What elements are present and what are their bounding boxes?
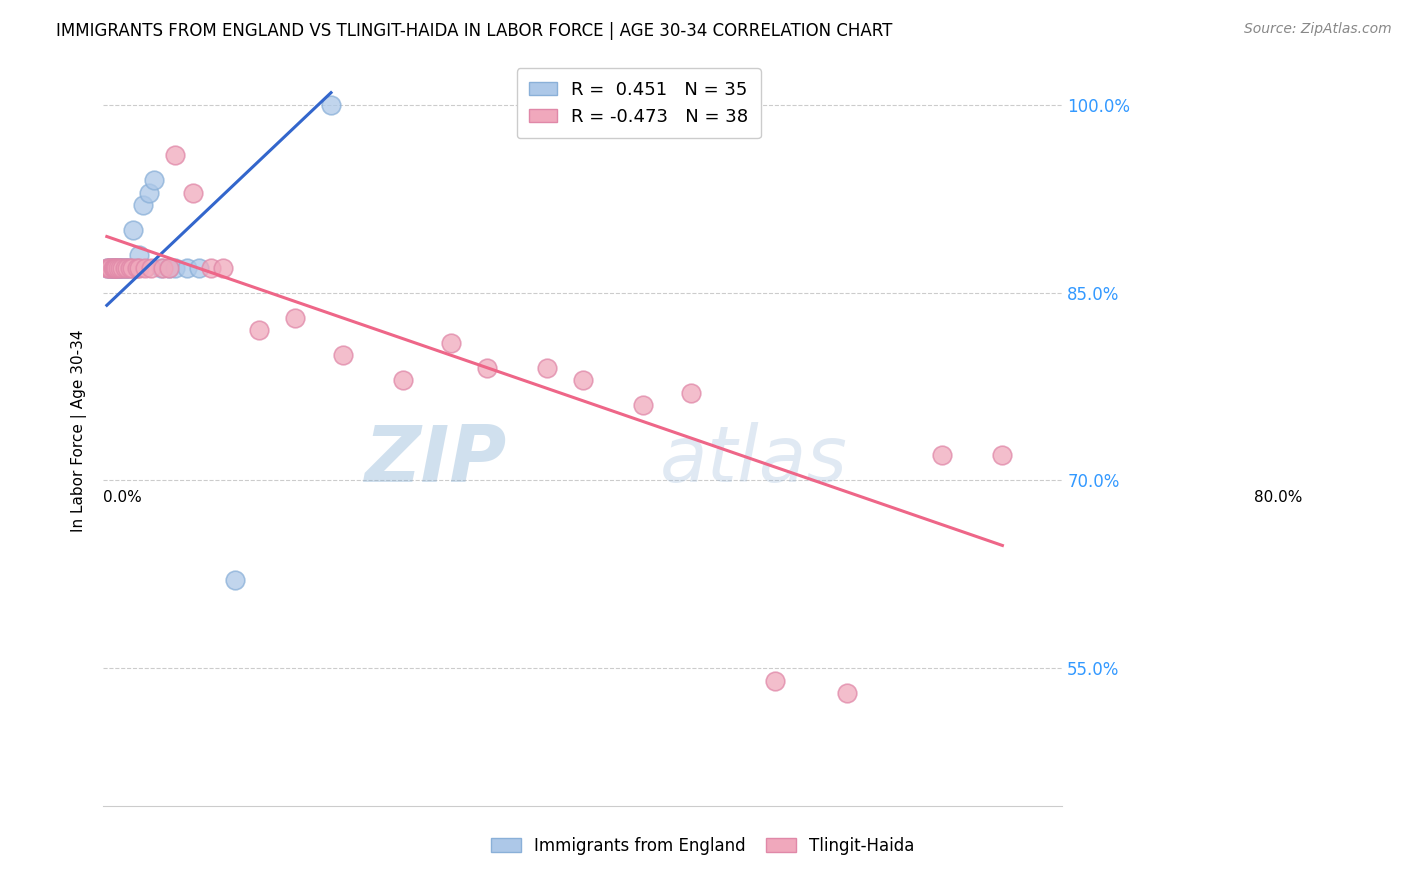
Point <box>176 260 198 275</box>
Point <box>763 673 786 688</box>
Point <box>224 574 246 588</box>
Point <box>149 260 172 275</box>
Point <box>107 260 129 275</box>
Point <box>440 335 463 350</box>
Point <box>108 260 131 275</box>
Point <box>212 260 235 275</box>
Point <box>100 260 122 275</box>
Text: 80.0%: 80.0% <box>1254 491 1302 506</box>
Point <box>122 223 145 237</box>
Point <box>319 98 342 112</box>
Point <box>105 260 128 275</box>
Point <box>679 385 702 400</box>
Text: atlas: atlas <box>659 423 848 499</box>
Point <box>124 260 146 275</box>
Point <box>142 173 165 187</box>
Point <box>152 260 174 275</box>
Point <box>631 398 654 412</box>
Point <box>107 260 129 275</box>
Point <box>188 260 211 275</box>
Point <box>247 323 270 337</box>
Point <box>108 260 131 275</box>
Point <box>571 373 593 387</box>
Point <box>141 260 163 275</box>
Point <box>105 260 128 275</box>
Point <box>110 260 132 275</box>
Point <box>991 449 1014 463</box>
Point <box>165 260 187 275</box>
Point <box>104 260 127 275</box>
Text: Source: ZipAtlas.com: Source: ZipAtlas.com <box>1244 22 1392 37</box>
Point <box>284 310 307 325</box>
Point <box>101 260 124 275</box>
Point <box>101 260 124 275</box>
Point <box>104 260 127 275</box>
Point <box>114 260 136 275</box>
Point <box>107 260 129 275</box>
Point <box>835 686 858 700</box>
Point <box>128 248 150 262</box>
Point <box>392 373 415 387</box>
Point <box>475 360 498 375</box>
Point <box>118 260 141 275</box>
Point <box>157 260 180 275</box>
Point <box>931 449 953 463</box>
Point <box>157 260 180 275</box>
Point <box>118 260 141 275</box>
Point <box>111 260 134 275</box>
Point <box>121 260 143 275</box>
Point <box>103 260 125 275</box>
Point <box>98 260 121 275</box>
Point <box>132 198 155 212</box>
Point <box>98 260 121 275</box>
Point <box>111 260 134 275</box>
Point <box>103 260 125 275</box>
Point <box>181 186 204 200</box>
Point <box>96 260 118 275</box>
Point <box>114 260 136 275</box>
Text: 0.0%: 0.0% <box>103 491 142 506</box>
Point <box>115 260 138 275</box>
Point <box>134 260 156 275</box>
Point <box>100 260 122 275</box>
Point <box>128 260 150 275</box>
Point <box>100 260 122 275</box>
Point <box>125 260 148 275</box>
Point <box>165 148 187 162</box>
Text: IMMIGRANTS FROM ENGLAND VS TLINGIT-HAIDA IN LABOR FORCE | AGE 30-34 CORRELATION : IMMIGRANTS FROM ENGLAND VS TLINGIT-HAIDA… <box>56 22 893 40</box>
Point <box>332 348 354 362</box>
Point <box>138 186 160 200</box>
Point <box>101 260 124 275</box>
Point <box>103 260 125 275</box>
Y-axis label: In Labor Force | Age 30-34: In Labor Force | Age 30-34 <box>72 329 87 532</box>
Point <box>105 260 128 275</box>
Point <box>96 260 118 275</box>
Point <box>536 360 558 375</box>
Text: ZIP: ZIP <box>364 423 506 499</box>
Point <box>107 260 129 275</box>
Point <box>200 260 222 275</box>
Point <box>104 260 127 275</box>
Legend: R =  0.451   N = 35, R = -0.473   N = 38: R = 0.451 N = 35, R = -0.473 N = 38 <box>517 68 761 138</box>
Point <box>115 260 138 275</box>
Point <box>115 260 138 275</box>
Legend: Immigrants from England, Tlingit-Haida: Immigrants from England, Tlingit-Haida <box>485 830 921 862</box>
